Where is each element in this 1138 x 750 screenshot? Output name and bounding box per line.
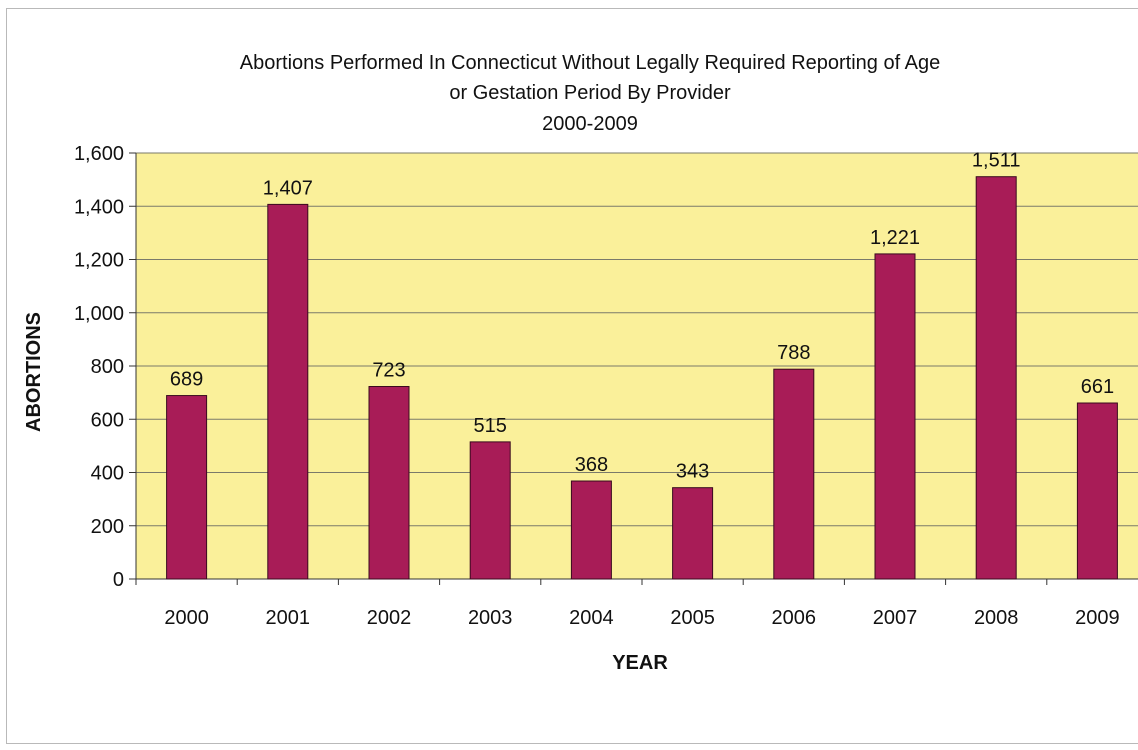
bar-value-labels: 689 1,407 723 515 368 343 788 1,221 1,511 661 (170, 150, 1114, 483)
chart-title-line-3: 2000-2009 (542, 113, 638, 135)
y-tick-label: 1,200 (74, 250, 124, 272)
y-tick-label: 800 (91, 356, 124, 378)
x-axis-title: YEAR (612, 652, 668, 674)
y-axis-tick-labels: 0 200 400 600 800 1,000 1,200 1,400 1,600 (74, 143, 124, 591)
x-tick-label: 2000 (164, 607, 209, 629)
chart-title-line-2: or Gestation Period By Provider (449, 82, 731, 104)
x-tick-label: 2008 (974, 607, 1019, 629)
bar-2009 (1076, 402, 1118, 580)
x-tick-label: 2003 (468, 607, 513, 629)
bar-2000 (166, 395, 208, 580)
x-axis-tick-labels: 2000 2001 2002 2003 2004 2005 2006 2007 2008 2009 (164, 607, 1119, 629)
bar-2002 (368, 386, 410, 580)
bar-2007 (874, 253, 916, 580)
bar-value-label: 723 (372, 360, 405, 382)
bar-value-label: 1,511 (972, 150, 1021, 172)
bar-value-label: 368 (575, 454, 608, 476)
bar-2006 (773, 368, 815, 580)
x-tick-label: 2007 (873, 607, 918, 629)
bar-value-label: 343 (676, 461, 709, 483)
y-tick-label: 600 (91, 409, 124, 431)
x-tick-label: 2004 (569, 607, 614, 629)
bars (166, 176, 1118, 580)
bar-2005 (672, 487, 714, 580)
bar-2003 (469, 441, 511, 580)
y-tick-label: 1,000 (74, 303, 124, 325)
bar-value-label: 661 (1081, 376, 1114, 398)
chart-frame (6, 8, 1138, 744)
y-axis-title: ABORTIONS (23, 312, 45, 432)
bar-2008 (975, 176, 1017, 580)
x-tick-label: 2005 (670, 607, 715, 629)
bar-value-label: 1,221 (870, 227, 920, 249)
y-tick-label: 1,400 (74, 196, 124, 218)
y-tick-label: 200 (91, 516, 124, 538)
chart-title-line-1: Abortions Performed In Connecticut Witho… (240, 52, 940, 74)
x-tick-label: 2002 (367, 607, 412, 629)
x-tick-label: 2001 (266, 607, 311, 629)
y-tick-label: 400 (91, 463, 124, 485)
y-tick-label: 0 (113, 569, 124, 591)
x-tick-label: 2006 (772, 607, 817, 629)
y-tick-label: 1,600 (74, 143, 124, 165)
bar-2001 (267, 203, 309, 580)
bar-value-label: 788 (777, 342, 810, 364)
bar-value-label: 515 (474, 415, 507, 437)
x-tick-label: 2009 (1075, 607, 1120, 629)
bar-value-label: 1,407 (263, 177, 313, 199)
bar-value-label: 689 (170, 369, 203, 391)
bar-2004 (570, 480, 612, 580)
